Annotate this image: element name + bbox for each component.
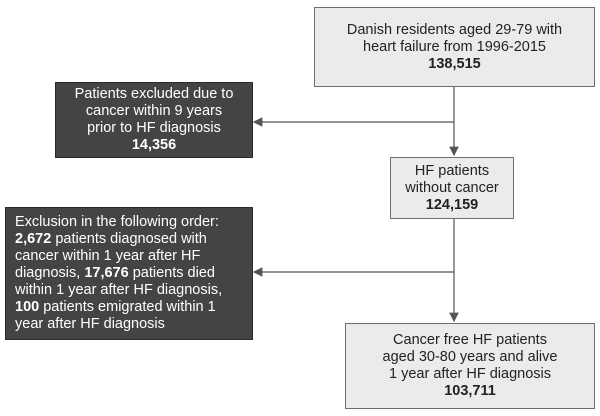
no-cancer-count: 124,159 bbox=[425, 196, 479, 213]
excluded-line2: cancer within 9 years bbox=[85, 103, 223, 119]
final-line1: Cancer free HF patients bbox=[393, 332, 547, 348]
exclusion-n2: 17,676 bbox=[84, 265, 129, 281]
no-cancer-line1: HF patients bbox=[414, 162, 490, 179]
start-line1: Danish residents aged 29-79 with bbox=[346, 21, 563, 38]
excluded-cancer-box: Patients excluded due to cancer within 9… bbox=[55, 82, 253, 158]
exclusion-t1: patients diagnosed with cancer within 1 … bbox=[15, 231, 207, 281]
final-line2: aged 30-80 years and alive bbox=[382, 349, 558, 365]
exclusion-n1: 2,672 bbox=[15, 231, 52, 247]
excluded-line3: prior to HF diagnosis bbox=[87, 120, 221, 136]
exclusion-intro: Exclusion in the following order: bbox=[15, 214, 219, 230]
exclusion-order-box: Exclusion in the following order: 2,672 … bbox=[5, 207, 253, 340]
no-cancer-line2: without cancer bbox=[405, 179, 499, 196]
final-line3: 1 year after HF diagnosis bbox=[389, 366, 551, 382]
no-cancer-box: HF patients without cancer 124,159 bbox=[390, 157, 514, 219]
start-count: 138,515 bbox=[428, 55, 481, 72]
start-population-box: Danish residents aged 29-79 with heart f… bbox=[314, 7, 595, 87]
start-line2: heart failure from 1996-2015 bbox=[363, 38, 546, 55]
excluded-count: 14,356 bbox=[131, 137, 177, 153]
exclusion-t3: patients emigrated within 1 year after H… bbox=[15, 299, 216, 332]
exclusion-n3: 100 bbox=[15, 299, 40, 315]
excluded-line1: Patients excluded due to bbox=[74, 86, 234, 102]
final-cohort-box: Cancer free HF patients aged 30-80 years… bbox=[345, 323, 595, 409]
final-count: 103,711 bbox=[444, 383, 496, 399]
exclusion-t2: patients died within 1 year after HF dia… bbox=[15, 265, 223, 298]
